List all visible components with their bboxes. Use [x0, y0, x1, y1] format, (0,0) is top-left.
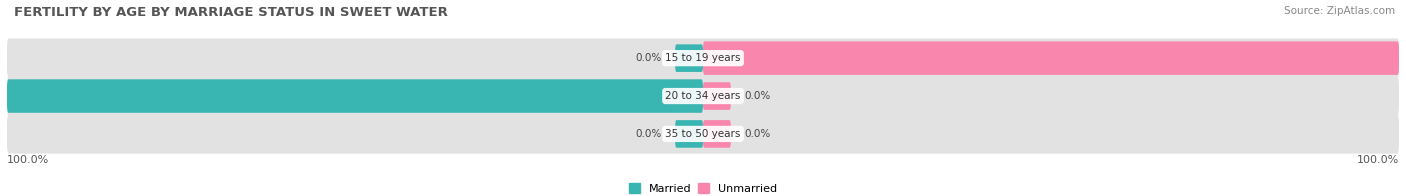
- Text: 0.0%: 0.0%: [745, 129, 770, 139]
- FancyBboxPatch shape: [703, 82, 731, 110]
- Text: 100.0%: 100.0%: [7, 155, 49, 165]
- FancyBboxPatch shape: [675, 44, 703, 72]
- FancyBboxPatch shape: [7, 79, 703, 113]
- Text: 35 to 50 years: 35 to 50 years: [665, 129, 741, 139]
- Text: Source: ZipAtlas.com: Source: ZipAtlas.com: [1284, 6, 1395, 16]
- FancyBboxPatch shape: [703, 41, 1399, 75]
- Text: 0.0%: 0.0%: [636, 129, 661, 139]
- FancyBboxPatch shape: [7, 38, 1399, 78]
- Text: 15 to 19 years: 15 to 19 years: [665, 53, 741, 63]
- FancyBboxPatch shape: [7, 114, 1399, 154]
- Text: FERTILITY BY AGE BY MARRIAGE STATUS IN SWEET WATER: FERTILITY BY AGE BY MARRIAGE STATUS IN S…: [14, 6, 449, 19]
- Text: 0.0%: 0.0%: [745, 91, 770, 101]
- FancyBboxPatch shape: [7, 76, 1399, 116]
- FancyBboxPatch shape: [675, 120, 703, 148]
- Text: 0.0%: 0.0%: [636, 53, 661, 63]
- FancyBboxPatch shape: [703, 120, 731, 148]
- Text: 100.0%: 100.0%: [1357, 155, 1399, 165]
- Legend: Married, Unmarried: Married, Unmarried: [624, 179, 782, 196]
- Text: 20 to 34 years: 20 to 34 years: [665, 91, 741, 101]
